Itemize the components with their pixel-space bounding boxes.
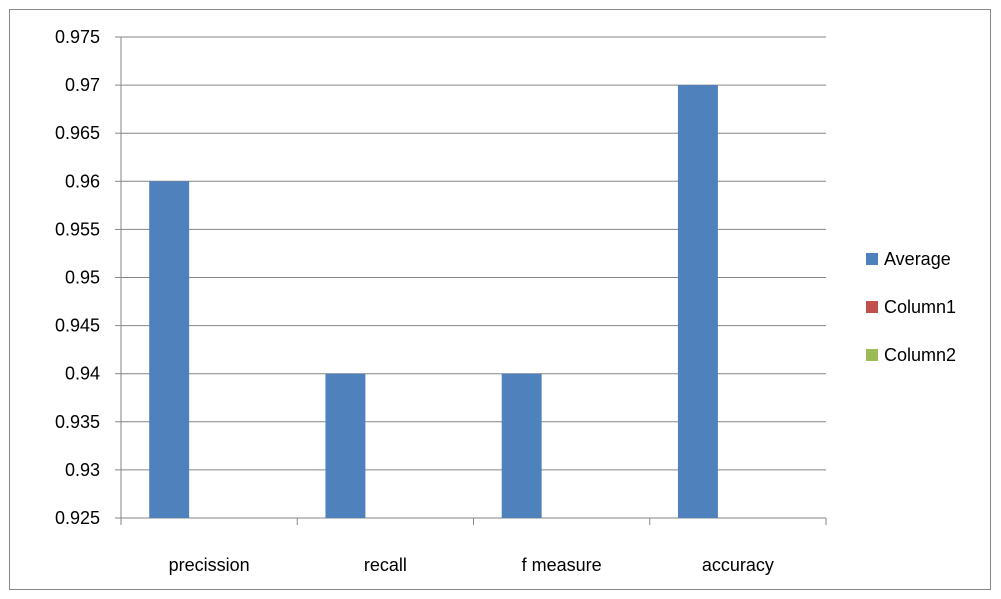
y-tick-label: 0.935 [55, 412, 100, 432]
x-tick-label: accuracy [702, 555, 774, 575]
y-tick-label: 0.965 [55, 123, 100, 143]
legend-label-column2: Column2 [884, 345, 956, 365]
bar-average [149, 181, 190, 519]
y-tick-label: 0.93 [65, 460, 100, 480]
bar-average [501, 373, 542, 518]
legend-label-column1: Column1 [884, 297, 956, 317]
y-tick-label: 0.975 [55, 27, 100, 47]
y-tick-label: 0.945 [55, 316, 100, 336]
x-tick-label: f measure [522, 555, 602, 575]
legend-swatch-column2 [866, 349, 878, 361]
bar-average [677, 85, 718, 518]
y-tick-label: 0.94 [65, 364, 100, 384]
legend-label-average: Average [884, 249, 951, 269]
x-tick-label: recall [364, 555, 407, 575]
legend-swatch-column1 [866, 301, 878, 313]
y-tick-label: 0.955 [55, 219, 100, 239]
y-tick-label: 0.925 [55, 508, 100, 528]
x-tick-label: precission [169, 555, 250, 575]
y-tick-label: 0.97 [65, 75, 100, 95]
y-tick-label: 0.96 [65, 171, 100, 191]
bar-average [325, 373, 366, 518]
y-tick-label: 0.95 [65, 268, 100, 288]
legend-swatch-average [866, 253, 878, 265]
